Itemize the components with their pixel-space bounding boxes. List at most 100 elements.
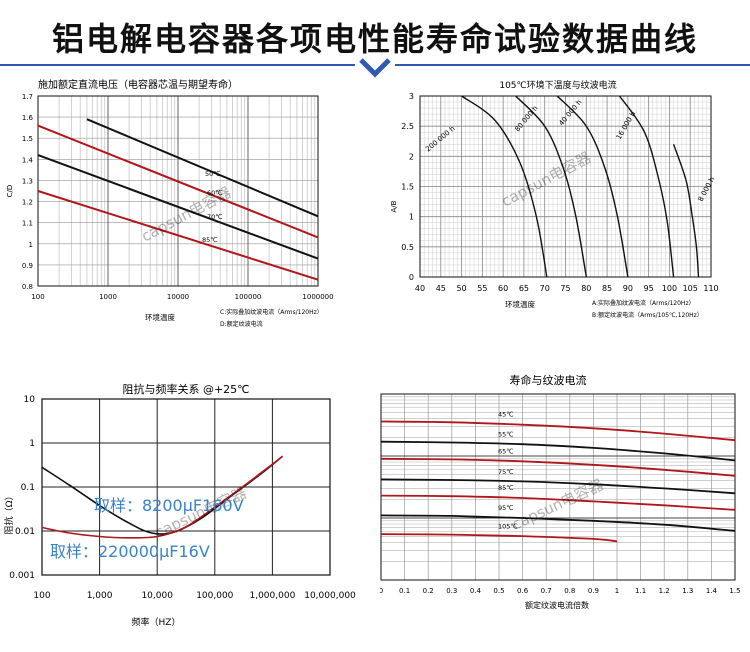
y-tick-label: 2 bbox=[409, 152, 414, 161]
x-tick-label: 1,000,000 bbox=[249, 591, 295, 601]
series-label: 45℃ bbox=[498, 410, 514, 418]
series-line bbox=[556, 95, 629, 278]
x-tick-label: 100000 bbox=[235, 293, 262, 301]
chart3-svg: 阻抗与频率关系 @+25℃ 100 1,000 10,000 100,000 1,000,… bbox=[3, 382, 356, 628]
y-tick-label: 1 bbox=[409, 213, 414, 222]
series-label: 16 000 h bbox=[615, 110, 638, 141]
series-line bbox=[380, 440, 736, 462]
series-line bbox=[380, 494, 736, 511]
y-tick-label: 1.4 bbox=[22, 156, 34, 164]
x-tick-label: 1000000 bbox=[302, 293, 333, 301]
y-tick-label: 1.5 bbox=[22, 135, 33, 143]
y-tick-label: 1.6 bbox=[22, 114, 34, 122]
x-tick-label: 40 bbox=[415, 284, 425, 293]
series-line bbox=[37, 124, 319, 239]
y-tick-label: 1.1 bbox=[22, 220, 33, 228]
x-tick-label: 75 bbox=[560, 284, 570, 293]
series-label: 105℃ bbox=[498, 523, 518, 531]
x-tick-label: 100 bbox=[662, 284, 677, 293]
series-line bbox=[672, 144, 700, 278]
y-tick-label: 1 bbox=[29, 241, 33, 249]
x-axis-label: 频率（HZ） bbox=[132, 616, 181, 628]
x-tick-label: 45 bbox=[436, 284, 446, 293]
y-tick-label: 0.01 bbox=[15, 527, 35, 537]
x-tick-label: 100 bbox=[33, 591, 50, 601]
x-tick-label: 0.9 bbox=[588, 587, 599, 595]
series-line bbox=[380, 514, 736, 532]
x-tick-label: 0.7 bbox=[541, 587, 552, 595]
x-axis-label: 额定纹波电流倍数 bbox=[525, 600, 589, 610]
y-tick-label: 1 bbox=[29, 439, 35, 449]
x-tick-label: 70 bbox=[540, 284, 550, 293]
x-tick-label: 0.4 bbox=[470, 587, 482, 595]
note-text: B:额定纹波电流（Arms/105℃,120Hz） bbox=[592, 311, 703, 319]
x-tick-label: 0 bbox=[380, 587, 383, 595]
x-tick-label: 1.3 bbox=[682, 587, 693, 595]
series-line bbox=[380, 478, 736, 495]
series-line bbox=[380, 533, 618, 543]
series-label: 60℃ bbox=[207, 189, 223, 197]
x-tick-label: 100,000 bbox=[196, 591, 233, 601]
y-tick-label: 0.5 bbox=[401, 243, 414, 252]
x-tick-label: 55 bbox=[477, 284, 487, 293]
y-tick-label: 0 bbox=[409, 273, 414, 282]
chevron-down-icon bbox=[355, 58, 395, 78]
x-tick-label: 0.2 bbox=[423, 587, 434, 595]
note-text: A:实际叠加纹波电流（Arms/120Hz） bbox=[592, 299, 695, 307]
y-tick-label: 0.9 bbox=[22, 262, 33, 270]
y-tick-label: 1.3 bbox=[22, 177, 33, 185]
plot-frame bbox=[419, 95, 712, 278]
series-label: 70℃ bbox=[207, 213, 223, 221]
x-tick-label: 50 bbox=[456, 284, 466, 293]
y-tick-label: 0.001 bbox=[9, 571, 35, 581]
x-tick-label: 1000 bbox=[99, 293, 117, 301]
series-line bbox=[37, 154, 319, 260]
x-tick-label: 10,000 bbox=[141, 591, 173, 601]
x-tick-label: 1.5 bbox=[729, 587, 740, 595]
chart4-panel: 寿命与纹波电流 0 0.1 0.2 0.3 0.4 0.5 0.6 0.7 0.8 0.9 1 1.1 1… bbox=[345, 370, 750, 648]
x-tick-label: 95 bbox=[644, 284, 654, 293]
y-tick-label: 1.5 bbox=[401, 183, 414, 192]
series-label: 80 000 h bbox=[513, 104, 539, 133]
chart2-panel: 105℃环境下温度与纹波电流 40 45 50 55 60 65 70 75 80 85 90 95 10… bbox=[380, 72, 750, 342]
chart-title: 105℃环境下温度与纹波电流 bbox=[499, 79, 616, 91]
series-line bbox=[618, 95, 675, 278]
plot-frame bbox=[380, 393, 736, 581]
series-label: 95℃ bbox=[498, 504, 514, 512]
series-label: 55℃ bbox=[498, 431, 514, 439]
x-tick-label: 10000 bbox=[167, 293, 189, 301]
y-tick-label: 1.7 bbox=[22, 93, 33, 101]
x-tick-label: 1.2 bbox=[659, 587, 670, 595]
x-tick-label: 0.8 bbox=[564, 587, 575, 595]
series-label: 85℃ bbox=[498, 484, 514, 492]
x-tick-label: 105 bbox=[683, 284, 698, 293]
x-tick-label: 1.4 bbox=[706, 587, 718, 595]
watermark-text: capsun电容器 bbox=[509, 476, 606, 534]
y-axis-label: C/D bbox=[6, 185, 14, 198]
x-tick-label: 80 bbox=[581, 284, 591, 293]
x-tick-label: 110 bbox=[703, 284, 718, 293]
x-tick-label: 1,000 bbox=[87, 591, 113, 601]
note-text: C:实际叠加纹波电流（Arms/120Hz） bbox=[220, 308, 323, 316]
series-label: 200 000 h bbox=[424, 125, 456, 154]
x-tick-label: 10,000,000 bbox=[304, 591, 356, 601]
x-tick-label: 60 bbox=[498, 284, 508, 293]
series-label: 85℃ bbox=[202, 236, 218, 244]
y-tick-label: 2.5 bbox=[401, 122, 414, 131]
sample-label-1: 取样：8200μF160V bbox=[94, 496, 244, 515]
series-line bbox=[380, 457, 736, 477]
note-text: D:额定纹波电流 bbox=[220, 320, 263, 328]
x-axis-label: 环境温度 bbox=[505, 299, 535, 309]
watermark-text: capsun电容器 bbox=[498, 148, 594, 210]
y-tick-label: 1.2 bbox=[22, 199, 33, 207]
y-axis-label: 阻抗（Ω） bbox=[3, 492, 15, 535]
series-line bbox=[515, 95, 587, 278]
chart1-svg: 施加额定直流电压（电容器芯温与期望寿命） 0.8 0.9 1 1.1 1.2 1.3 1.4 1… bbox=[6, 78, 334, 328]
y-tick-label: 0.1 bbox=[21, 483, 35, 493]
x-tick-label: 85 bbox=[602, 284, 612, 293]
page-title: 铝电解电容器各项电性能寿命试验数据曲线 bbox=[51, 20, 698, 58]
x-tick-label: 90 bbox=[623, 284, 633, 293]
x-tick-label: 0.3 bbox=[446, 587, 457, 595]
x-tick-label: 0.5 bbox=[493, 587, 504, 595]
series-label: 50℃ bbox=[205, 170, 221, 178]
